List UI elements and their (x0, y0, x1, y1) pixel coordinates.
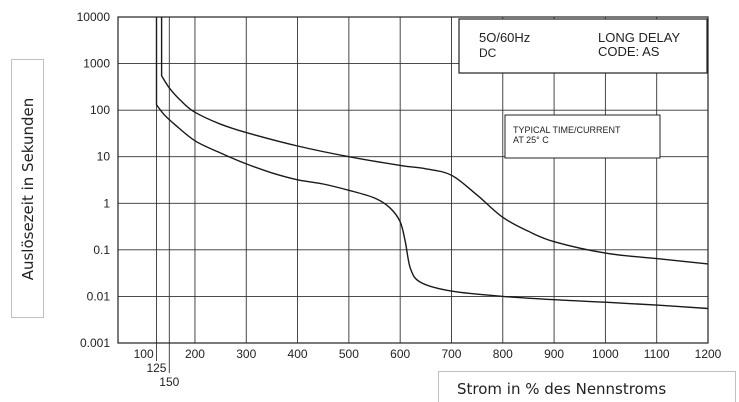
x-tick-label: 1200 (695, 347, 722, 361)
plot-frame (117, 16, 709, 344)
y-tick-label: 10 (97, 150, 111, 164)
x-tick-label: 1100 (644, 347, 670, 361)
y-tick-label: 1 (103, 196, 110, 210)
x-tick-label: 900 (544, 347, 564, 361)
annotation-dc: DC (479, 46, 497, 60)
y-tick-label: 1000 (83, 57, 110, 71)
y-tick-labels: 10000 1000 100 10 1 0.1 0.01 0.001 (77, 10, 111, 350)
x-tick-label: 800 (493, 347, 513, 361)
x-tick-label-low: 125 (146, 361, 166, 375)
annotation-temp: AT 25° C (513, 135, 549, 145)
y-tick-label: 10000 (77, 10, 111, 24)
annotation-box-rating: 5O/60Hz LONG DELAY DC CODE: AS (458, 18, 708, 74)
x-tick-label: 100 (134, 347, 154, 361)
x-tick-label: 400 (288, 347, 308, 361)
y-axis-label: Auslösezeit in Sekunden (18, 97, 37, 280)
x-tick-label: 300 (236, 347, 256, 361)
x-tick-label: 700 (441, 347, 461, 361)
annotation-delay: LONG DELAY (598, 30, 680, 45)
x-tick-label-low: 150 (159, 375, 179, 389)
series-line-1 (155, 17, 709, 310)
annotation-freq: 5O/60Hz (479, 30, 530, 45)
y-tick-label: 100 (90, 103, 110, 117)
y-tick-label: 0.1 (93, 243, 110, 257)
annotation-code: CODE: AS (598, 44, 660, 59)
x-tick-label: 200 (185, 347, 205, 361)
x-tick-labels: 100 200 300 400 500 600 700 800 900 1000 1100 1200 1… (134, 347, 722, 389)
x-tick-label: 1000 (592, 347, 619, 361)
x-axis-label: Strom in % des Nennstroms (457, 380, 667, 398)
series-line-2 (160, 17, 709, 265)
x-axis-label-box: Strom in % des Nennstroms (438, 371, 736, 402)
annotation-typical: TYPICAL TIME/CURRENT (513, 125, 621, 135)
grid (118, 17, 708, 373)
series-group (155, 17, 709, 310)
x-tick-label: 600 (390, 347, 410, 361)
y-tick-label: 0.01 (87, 289, 111, 303)
x-tick-label: 500 (339, 347, 359, 361)
y-tick-label: 0.001 (80, 336, 110, 350)
annotation-box-typical: TYPICAL TIME/CURRENT AT 25° C (504, 114, 661, 159)
y-axis-label-box: Auslösezeit in Sekunden (11, 59, 44, 318)
